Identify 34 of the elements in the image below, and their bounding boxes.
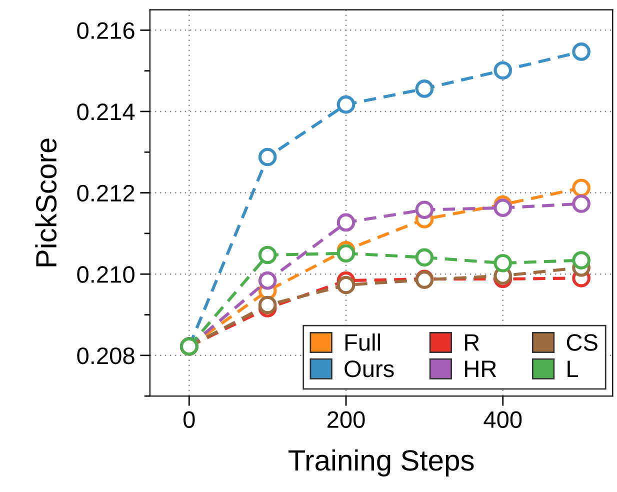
legend-label: HR — [465, 360, 496, 377]
point — [572, 194, 590, 213]
point — [336, 276, 356, 294]
point — [258, 271, 277, 290]
point — [494, 254, 512, 272]
point — [336, 213, 356, 232]
point — [494, 198, 512, 217]
point — [572, 251, 590, 270]
legend-label: Full — [345, 334, 380, 351]
point — [415, 200, 434, 220]
y-tick-label: 0.208 — [77, 347, 134, 364]
point — [258, 148, 277, 166]
legend-label: Ours — [344, 360, 394, 378]
legend-label: L — [568, 360, 578, 377]
point — [415, 80, 434, 98]
y-axis-title: PickScore — [35, 138, 57, 266]
point — [336, 244, 356, 263]
x-tick-label: 400 — [484, 411, 522, 428]
point — [572, 178, 590, 198]
y-tick-label: 0.214 — [77, 104, 135, 120]
legend-label: R — [465, 334, 480, 351]
point — [258, 296, 277, 314]
y-tick-label: 0.216 — [77, 22, 134, 39]
x-tick-label: 0 — [184, 411, 195, 428]
point — [258, 246, 277, 264]
x-tick-label: 200 — [328, 411, 365, 428]
point — [572, 42, 590, 61]
point — [336, 95, 356, 114]
x-axis-title: Training Steps — [288, 449, 474, 477]
legend-label: CS — [566, 334, 598, 351]
y-tick-label: 0.210 — [77, 266, 134, 283]
point — [415, 248, 434, 267]
point — [494, 61, 512, 80]
y-tick-label: 0.212 — [77, 184, 134, 202]
